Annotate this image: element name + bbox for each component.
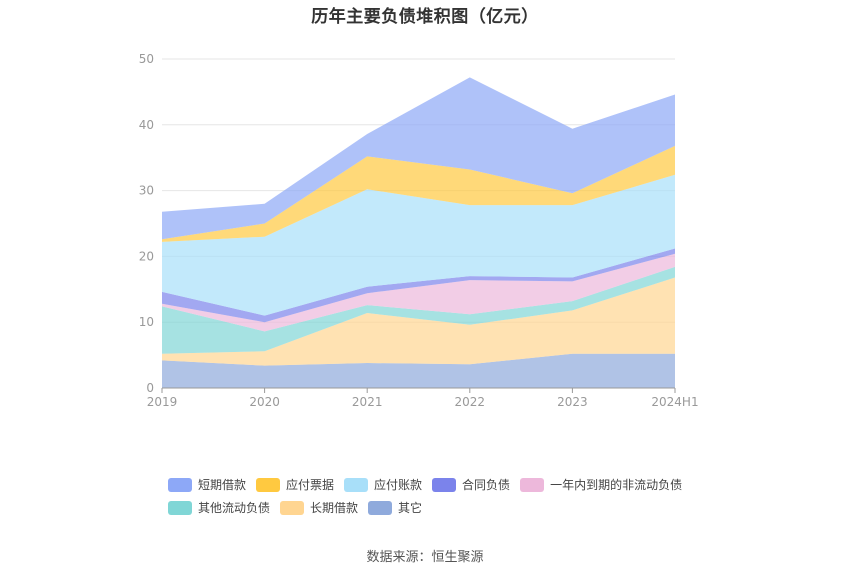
data-source: 数据来源：恒生聚源 — [366, 550, 484, 565]
y-tick-label: 50 — [139, 52, 154, 66]
legend-item[interactable]: 一年内到期的非流动负债 — [520, 476, 682, 493]
legend-swatch — [280, 500, 305, 515]
legend-swatch — [168, 500, 192, 515]
area-series-7 — [162, 77, 675, 240]
area-series-2 — [162, 266, 675, 354]
legend-swatch — [256, 477, 281, 492]
y-tick-label: 40 — [139, 118, 154, 132]
legend-item[interactable]: 其它 — [368, 499, 422, 516]
legend-label: 短期借款 — [198, 478, 247, 492]
legend-item[interactable]: 其他流动负债 — [168, 499, 270, 516]
legend-swatch — [432, 477, 457, 492]
y-tick-label: 0 — [146, 381, 154, 395]
legend-item[interactable]: 长期借款 — [280, 499, 358, 516]
legend-label: 应付账款 — [374, 478, 423, 492]
stacked-area-chart: 0 10 20 30 40 50 2019 2020 2021 2022 2023 2024H1 — [139, 52, 699, 409]
legend-label: 一年内到期的非流动负债 — [550, 478, 683, 492]
legend-label: 其他流动负债 — [198, 501, 271, 515]
legend-label: 合同负债 — [462, 478, 511, 492]
area-series-5 — [162, 174, 675, 316]
area-series-4 — [162, 248, 675, 323]
x-tick-label: 2023 — [557, 395, 588, 409]
y-tick-label: 20 — [139, 249, 154, 263]
chart-legend: 短期借款 应付票据 应付账款 合同负债 一年内到期的非流动负债其他流动负债 长期借款 其它 — [168, 473, 768, 519]
legend-swatch — [344, 477, 369, 492]
y-tick-label: 30 — [139, 184, 154, 198]
chart-title: 历年主要负债堆积图（亿元） — [311, 7, 539, 27]
area-series-0 — [162, 353, 675, 388]
legend-item[interactable]: 合同负债 — [432, 476, 510, 493]
x-tick-label: 2021 — [352, 395, 383, 409]
legend-label: 长期借款 — [310, 501, 359, 515]
legend-label: 应付票据 — [286, 478, 335, 492]
legend-swatch — [168, 477, 192, 492]
legend-item[interactable]: 应付票据 — [256, 476, 334, 493]
legend-item[interactable]: 应付账款 — [344, 476, 422, 493]
legend-label: 其它 — [398, 501, 423, 515]
legend-item[interactable]: 短期借款 — [168, 476, 246, 493]
area-series-6 — [162, 145, 675, 242]
x-tick-label: 2019 — [147, 395, 178, 409]
x-tick-label: 2020 — [249, 395, 280, 409]
area-series-1 — [162, 277, 675, 366]
y-tick-label: 10 — [139, 315, 154, 329]
x-tick-label: 2022 — [455, 395, 486, 409]
legend-swatch — [368, 500, 393, 515]
area-series-3 — [162, 253, 675, 332]
legend-row: 短期借款 应付票据 应付账款 合同负债 一年内到期的非流动负债 — [168, 473, 768, 496]
legend-swatch — [520, 477, 545, 492]
legend-row: 其他流动负债 长期借款 其它 — [168, 496, 768, 519]
x-tick-label: 2024H1 — [651, 395, 698, 409]
